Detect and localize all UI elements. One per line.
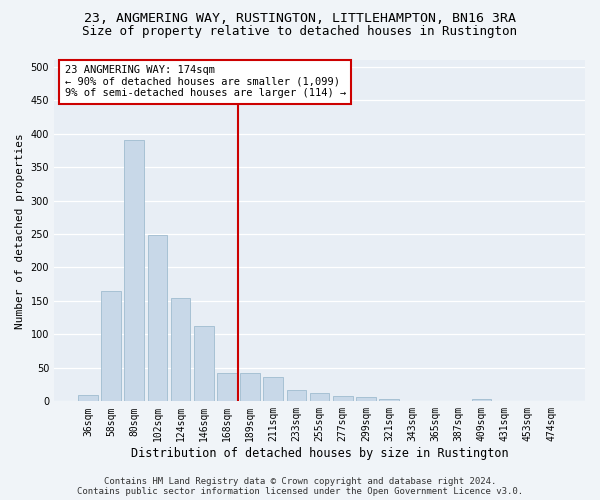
Text: Contains HM Land Registry data © Crown copyright and database right 2024.
Contai: Contains HM Land Registry data © Crown c… [77,476,523,496]
Text: Size of property relative to detached houses in Rustington: Size of property relative to detached ho… [83,24,517,38]
Bar [124,140,144,402]
Bar [541,400,561,402]
Bar [263,376,283,402]
Bar [101,291,121,402]
Bar [287,390,306,402]
Bar [379,400,399,402]
Bar [518,400,538,402]
Bar [148,236,167,402]
Bar [171,298,190,402]
Bar [472,400,491,402]
Text: 23, ANGMERING WAY, RUSTINGTON, LITTLEHAMPTON, BN16 3RA: 23, ANGMERING WAY, RUSTINGTON, LITTLEHAM… [84,12,516,26]
Bar [217,373,237,402]
Bar [78,394,98,402]
Bar [333,396,353,402]
Y-axis label: Number of detached properties: Number of detached properties [15,133,25,328]
Bar [402,400,422,402]
X-axis label: Distribution of detached houses by size in Rustington: Distribution of detached houses by size … [131,447,508,460]
Bar [356,398,376,402]
Text: 23 ANGMERING WAY: 174sqm
← 90% of detached houses are smaller (1,099)
9% of semi: 23 ANGMERING WAY: 174sqm ← 90% of detach… [65,65,346,98]
Bar [310,392,329,402]
Bar [194,326,214,402]
Bar [240,373,260,402]
